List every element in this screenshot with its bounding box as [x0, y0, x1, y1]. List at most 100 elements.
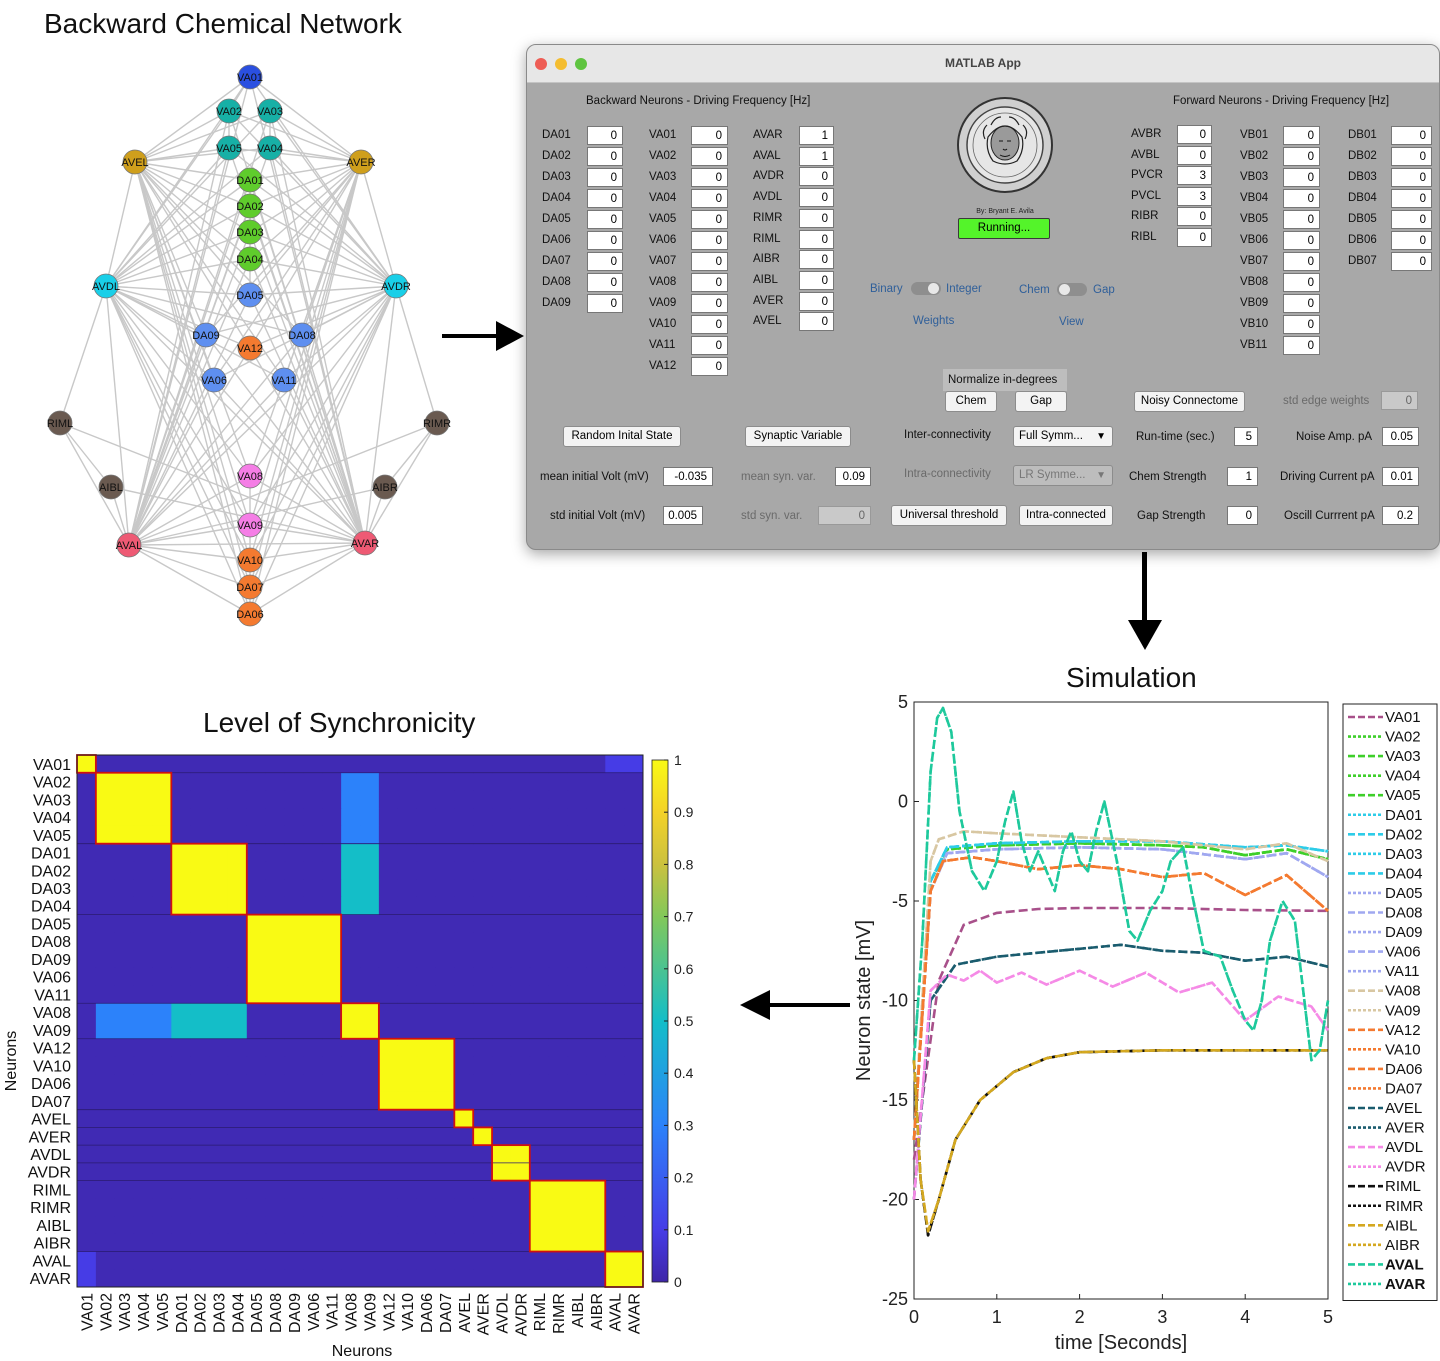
weights-toggle-switch[interactable]	[911, 282, 941, 295]
frequency-input-vb03[interactable]: 0	[1283, 168, 1320, 187]
frequency-input-da02[interactable]: 0	[587, 147, 623, 166]
frequency-input-aibr[interactable]: 0	[799, 250, 834, 270]
frequency-input-da04[interactable]: 0	[587, 189, 623, 208]
heatmap-cell	[624, 1233, 644, 1253]
frequency-input-db03[interactable]: 0	[1391, 168, 1432, 187]
mean-initial-volt-input[interactable]: -0.035	[663, 467, 713, 486]
heatmap-cell	[567, 1109, 587, 1128]
heatmap-cell	[510, 1003, 531, 1022]
frequency-input-rimr[interactable]: 0	[799, 208, 834, 228]
zoom-window-button[interactable]	[575, 58, 587, 70]
frequency-input-vb11[interactable]: 0	[1283, 336, 1320, 355]
frequency-input-ribl[interactable]: 0	[1177, 228, 1212, 247]
frequency-input-va03[interactable]: 0	[691, 168, 728, 187]
frequency-input-pvcr[interactable]: 3	[1177, 166, 1212, 186]
frequency-input-vb02[interactable]: 0	[1283, 147, 1320, 166]
running-status-button[interactable]: Running...	[958, 218, 1050, 239]
frequency-input-avbl[interactable]: 0	[1177, 145, 1212, 165]
frequency-input-va09[interactable]: 0	[691, 294, 728, 313]
frequency-input-db07[interactable]: 0	[1391, 252, 1432, 271]
frequency-input-da01[interactable]: 0	[587, 126, 623, 145]
frequency-input-va07[interactable]: 0	[691, 252, 728, 271]
intra-connectivity-dropdown[interactable]: LR Symme... ▼	[1013, 465, 1113, 486]
frequency-input-ribr[interactable]: 0	[1177, 207, 1212, 227]
oscill-current-input[interactable]: 0.2	[1382, 506, 1419, 525]
column-label: AVEL	[457, 1293, 474, 1333]
std-edge-weights-input[interactable]: 0	[1381, 391, 1418, 410]
universal-threshold-button[interactable]: Universal threshold	[891, 505, 1007, 526]
frequency-input-va10[interactable]: 0	[691, 315, 728, 334]
heatmap-cell	[77, 1233, 97, 1253]
network-edge	[105, 285, 366, 544]
heatmap-cell	[322, 1251, 342, 1270]
frequency-input-vb10[interactable]: 0	[1283, 315, 1320, 334]
frequency-input-avdl[interactable]: 0	[799, 188, 834, 208]
normalize-gap-button[interactable]: Gap	[1015, 391, 1067, 412]
heatmap-cell	[322, 861, 342, 880]
runtime-input[interactable]: 5	[1234, 427, 1258, 446]
heatmap-cell	[378, 1216, 399, 1235]
frequency-input-pvcl[interactable]: 3	[1177, 186, 1212, 206]
random-initial-state-button[interactable]: Random Inital State	[563, 426, 681, 447]
frequency-input-va06[interactable]: 0	[691, 231, 728, 250]
frequency-input-aibl[interactable]: 0	[799, 270, 834, 290]
heatmap-cell	[284, 914, 304, 933]
frequency-input-avar[interactable]: 1	[799, 126, 834, 145]
frequency-input-db05[interactable]: 0	[1391, 210, 1432, 229]
std-initial-volt-input[interactable]: 0.005	[663, 506, 703, 525]
view-toggle-switch[interactable]	[1057, 283, 1087, 296]
frequency-input-avel[interactable]: 0	[799, 312, 834, 332]
heatmap-cell	[171, 985, 191, 1004]
minimize-window-button[interactable]	[555, 58, 567, 70]
synaptic-variable-button[interactable]: Synaptic Variable	[745, 426, 851, 447]
chem-strength-input[interactable]: 1	[1227, 467, 1258, 486]
frequency-input-avbr[interactable]: 0	[1177, 125, 1212, 144]
frequency-input-db06[interactable]: 0	[1391, 231, 1432, 250]
noise-amp-input[interactable]: 0.05	[1382, 427, 1419, 446]
frequency-input-va08[interactable]: 0	[691, 273, 728, 292]
frequency-input-vb09[interactable]: 0	[1283, 294, 1320, 313]
frequency-input-da08[interactable]: 0	[587, 273, 623, 292]
frequency-input-va11[interactable]: 0	[691, 336, 728, 355]
frequency-input-vb05[interactable]: 0	[1283, 210, 1320, 229]
row-label: VA11	[34, 987, 71, 1004]
frequency-input-db02[interactable]: 0	[1391, 147, 1432, 166]
frequency-input-va02[interactable]: 0	[691, 147, 728, 166]
frequency-input-aval[interactable]: 1	[799, 146, 834, 166]
intra-connected-button[interactable]: Intra-connected	[1019, 505, 1113, 526]
frequency-input-aver[interactable]: 0	[799, 291, 834, 311]
std-syn-var-input[interactable]: 0	[818, 506, 871, 525]
frequency-input-da03[interactable]: 0	[587, 168, 623, 187]
frequency-input-db01[interactable]: 0	[1391, 126, 1432, 145]
frequency-input-db04[interactable]: 0	[1391, 189, 1432, 208]
frequency-input-va12[interactable]: 0	[691, 357, 728, 376]
frequency-input-da07[interactable]: 0	[587, 252, 623, 271]
gap-strength-input[interactable]: 0	[1227, 506, 1258, 525]
frequency-label-db05: DB05	[1348, 213, 1377, 225]
normalize-chem-button[interactable]: Chem	[945, 391, 997, 412]
inter-connectivity-dropdown[interactable]: Full Symm... ▼	[1013, 426, 1113, 447]
driving-current-input[interactable]: 0.01	[1382, 467, 1419, 486]
heatmap-cell	[416, 1056, 436, 1075]
frequency-input-da09[interactable]: 0	[587, 294, 623, 313]
frequency-input-riml[interactable]: 0	[799, 229, 834, 249]
frequency-input-vb06[interactable]: 0	[1283, 231, 1320, 250]
noisy-connectome-button[interactable]: Noisy Connectome	[1134, 391, 1245, 412]
frequency-input-va05[interactable]: 0	[691, 210, 728, 229]
frequency-input-vb07[interactable]: 0	[1283, 252, 1320, 271]
frequency-input-da06[interactable]: 0	[587, 231, 623, 250]
heatmap-cell	[152, 1251, 172, 1270]
frequency-input-vb08[interactable]: 0	[1283, 273, 1320, 292]
frequency-input-vb01[interactable]: 0	[1283, 126, 1320, 145]
frequency-input-da05[interactable]: 0	[587, 210, 623, 229]
frequency-input-avdr[interactable]: 0	[799, 167, 834, 187]
frequency-input-va04[interactable]: 0	[691, 189, 728, 208]
heatmap-cell	[473, 1038, 493, 1057]
heatmap-cell	[605, 932, 625, 951]
frequency-input-va01[interactable]: 0	[691, 126, 728, 145]
close-window-button[interactable]	[535, 58, 547, 70]
frequency-input-vb04[interactable]: 0	[1283, 189, 1320, 208]
heatmap-cell	[265, 755, 286, 774]
mean-syn-var-input[interactable]: 0.09	[835, 467, 871, 486]
heatmap-cell	[586, 1127, 606, 1146]
